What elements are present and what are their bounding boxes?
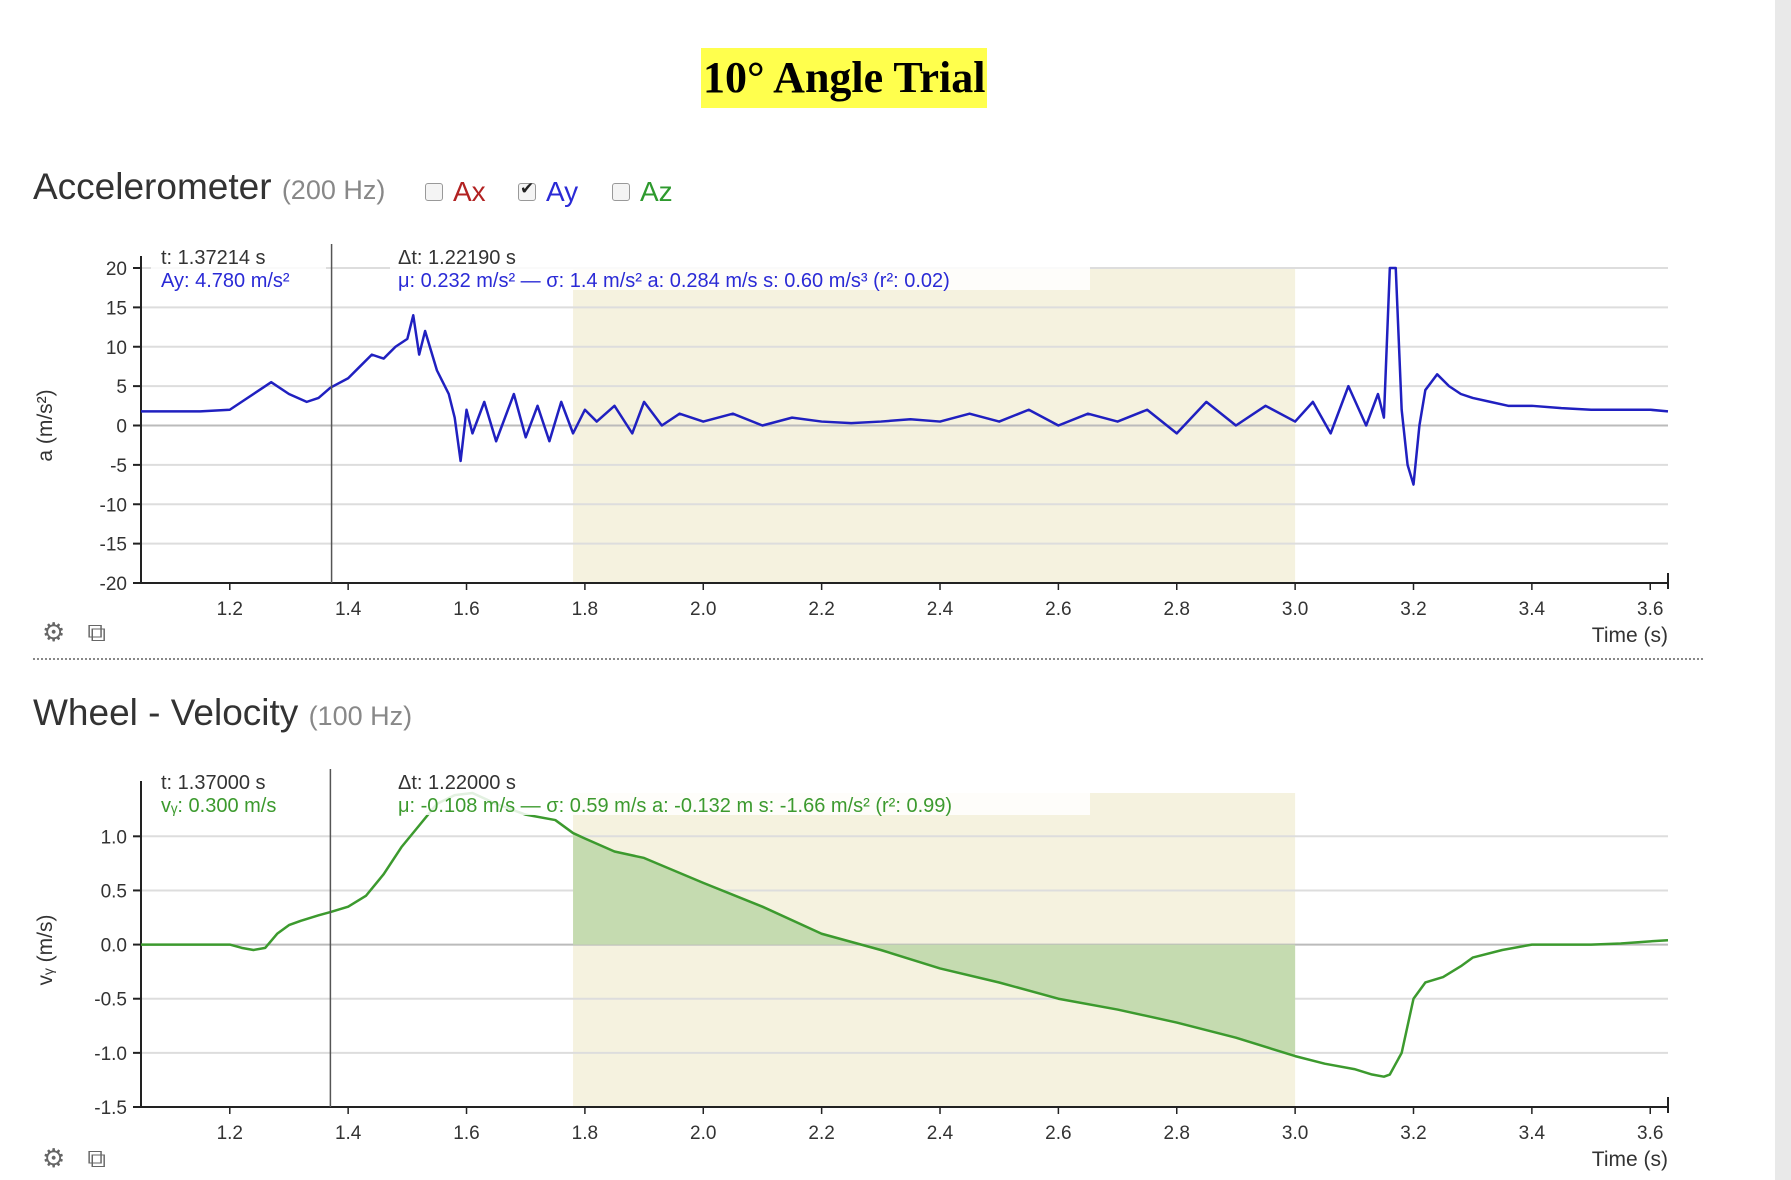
x-tick-label: 1.2 [217, 599, 243, 620]
accelerometer-panel-header: Accelerometer (200 Hz) [33, 166, 385, 208]
x-tick-label: 2.4 [927, 599, 954, 620]
x-tick-label: 2.6 [1045, 599, 1071, 620]
y-tick-label: -10 [100, 495, 127, 516]
scrollbar-track[interactable] [1775, 0, 1791, 1180]
cursor-value-readout: vᵧ: 0.300 m/s [161, 795, 276, 817]
y-tick-label: -15 [100, 535, 127, 556]
x-tick-label: 3.2 [1400, 599, 1426, 620]
x-tick-label: 1.4 [335, 1123, 362, 1144]
x-tick-label: 1.2 [217, 1123, 243, 1144]
accelerometer-title: Accelerometer [33, 166, 272, 207]
y-tick-label: -5 [110, 456, 127, 477]
y-tick-label: -20 [100, 574, 127, 595]
selection-stats-readout: μ: 0.232 m/s² — σ: 1.4 m/s² a: 0.284 m/s… [398, 270, 950, 292]
gear-icon[interactable]: ⚙ [42, 1143, 66, 1173]
ax-toggle[interactable]: Ax [425, 176, 486, 208]
x-tick-label: 2.2 [808, 599, 834, 620]
y-axis-label: vᵧ (m/s) [34, 915, 57, 986]
y-tick-label: 10 [106, 338, 127, 359]
selection-stats-readout: μ: -0.108 m/s — σ: 0.59 m/s a: -0.132 m … [398, 795, 952, 817]
velocity-toolbar: ⚙ ⧉ [42, 1143, 106, 1175]
velocity-panel-header: Wheel - Velocity (100 Hz) [33, 692, 412, 734]
x-tick-label: 2.0 [690, 599, 716, 620]
y-tick-label: 0.5 [101, 881, 127, 902]
page-title: 10° Angle Trial [701, 48, 988, 108]
x-tick-label: 2.2 [808, 1123, 834, 1144]
popout-icon[interactable]: ⧉ [87, 1143, 106, 1173]
x-tick-label: 2.0 [690, 1123, 716, 1144]
x-tick-label: 3.4 [1519, 1123, 1546, 1144]
x-tick-label: 3.2 [1400, 1123, 1426, 1144]
x-tick-label: 1.6 [453, 599, 479, 620]
velocity-title: Wheel - Velocity [33, 692, 299, 733]
ay-label: Ay [546, 176, 579, 207]
y-tick-label: 20 [106, 259, 127, 280]
x-tick-label: 3.6 [1637, 1123, 1663, 1144]
y-tick-label: -0.5 [94, 990, 127, 1011]
x-tick-label: 2.6 [1045, 1123, 1071, 1144]
y-tick-label: 5 [116, 377, 127, 398]
series-line [141, 266, 1669, 486]
ax-label: Ax [453, 176, 486, 207]
gear-icon[interactable]: ⚙ [42, 617, 66, 647]
y-tick-label: -1.0 [94, 1044, 127, 1065]
az-toggle[interactable]: Az [612, 176, 673, 208]
cursor-time-readout: t: 1.37000 s [161, 772, 266, 794]
ay-toggle[interactable]: Ay [518, 176, 578, 208]
velocity-rate: (100 Hz) [308, 701, 413, 731]
x-tick-label: 2.8 [1164, 599, 1190, 620]
cursor-value-readout: Ay: 4.780 m/s² [161, 270, 290, 292]
x-tick-label: 1.6 [453, 1123, 479, 1144]
x-axis-label: Time (s) [1592, 1148, 1668, 1171]
x-tick-label: 3.4 [1519, 599, 1546, 620]
x-tick-label: 3.0 [1282, 1123, 1308, 1144]
ax-checkbox[interactable] [425, 183, 443, 201]
y-tick-label: 0 [116, 417, 127, 438]
panel-divider [33, 658, 1703, 660]
popout-icon[interactable]: ⧉ [87, 617, 106, 647]
ay-checkbox[interactable] [518, 179, 536, 201]
cursor-readout-bg [151, 242, 326, 290]
x-tick-label: 2.4 [927, 1123, 954, 1144]
accelerometer-toolbar: ⚙ ⧉ [42, 617, 106, 649]
series-line [141, 791, 1669, 1078]
x-tick-label: 3.6 [1637, 599, 1663, 620]
selection-area-fill [573, 833, 1296, 1057]
x-tick-label: 1.8 [572, 1123, 598, 1144]
x-tick-label: 3.0 [1282, 599, 1308, 620]
selection-readout-bg [390, 242, 1090, 290]
az-checkbox[interactable] [612, 183, 630, 201]
x-axis-label: Time (s) [1592, 624, 1668, 647]
selection-readout-bg [390, 767, 1090, 815]
y-axis-label: a (m/s²) [34, 389, 57, 461]
accelerometer-rate: (200 Hz) [281, 175, 386, 205]
x-tick-label: 2.8 [1164, 1123, 1190, 1144]
y-tick-label: 0.0 [101, 936, 127, 957]
x-tick-label: 1.4 [335, 599, 362, 620]
y-tick-label: 15 [106, 298, 127, 319]
cursor-time-readout: t: 1.37214 s [161, 247, 266, 269]
x-tick-label: 1.8 [572, 599, 598, 620]
cursor-readout-bg [151, 767, 326, 815]
selection-dt-readout: Δt: 1.22000 s [398, 772, 516, 794]
selection-dt-readout: Δt: 1.22190 s [398, 247, 516, 269]
az-label: Az [640, 176, 673, 207]
y-tick-label: -1.5 [94, 1098, 127, 1119]
y-tick-label: 1.0 [101, 827, 127, 848]
